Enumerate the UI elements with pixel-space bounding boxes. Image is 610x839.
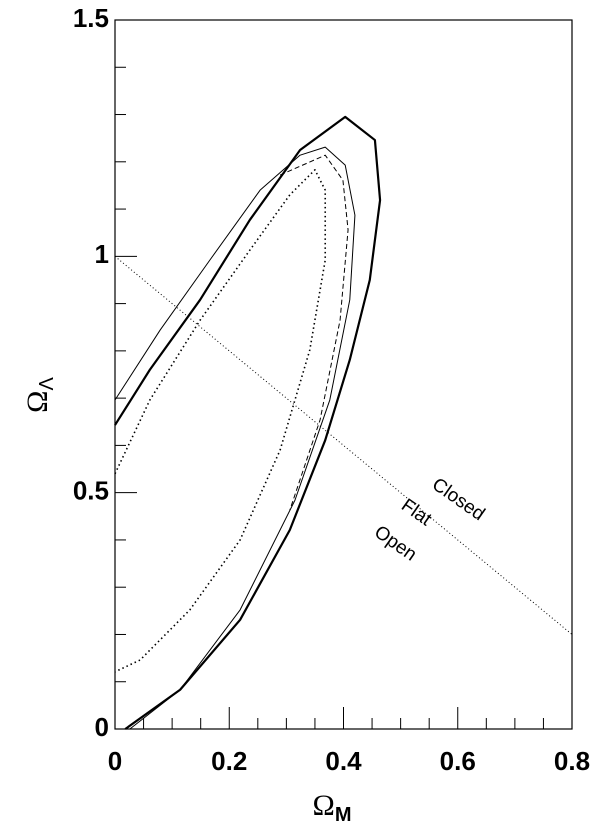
contour-line bbox=[114, 255, 573, 635]
contour-line bbox=[114, 115, 382, 730]
y-tick-label: 1.5 bbox=[73, 3, 109, 33]
x-axis-symbol: Ω bbox=[313, 789, 335, 822]
x-tick-label: 0.2 bbox=[211, 746, 247, 776]
y-axis-symbol: Ω bbox=[21, 391, 54, 413]
x-tick-label: 0.6 bbox=[440, 746, 476, 776]
x-tick-label: 0 bbox=[108, 746, 122, 776]
x-axis-subscript: M bbox=[335, 804, 352, 826]
annotation: Closed bbox=[428, 474, 489, 525]
y-axis-label: ΩΛ bbox=[21, 377, 58, 413]
y-tick-label: 1 bbox=[95, 239, 109, 269]
contour-line bbox=[279, 154, 349, 511]
contour-line bbox=[114, 169, 327, 673]
annotation: Flat bbox=[397, 495, 436, 531]
annotation: Open bbox=[370, 522, 420, 566]
contour-line bbox=[114, 146, 356, 730]
y-tick-label: 0.5 bbox=[73, 476, 109, 506]
x-tick-label: 0.4 bbox=[325, 746, 362, 776]
y-axis-subscript: Λ bbox=[36, 377, 58, 391]
x-axis-label: ΩM bbox=[313, 789, 352, 826]
y-tick-label: 0 bbox=[95, 712, 109, 742]
x-tick-label: 0.8 bbox=[554, 746, 590, 776]
plot-frame bbox=[114, 19, 573, 730]
